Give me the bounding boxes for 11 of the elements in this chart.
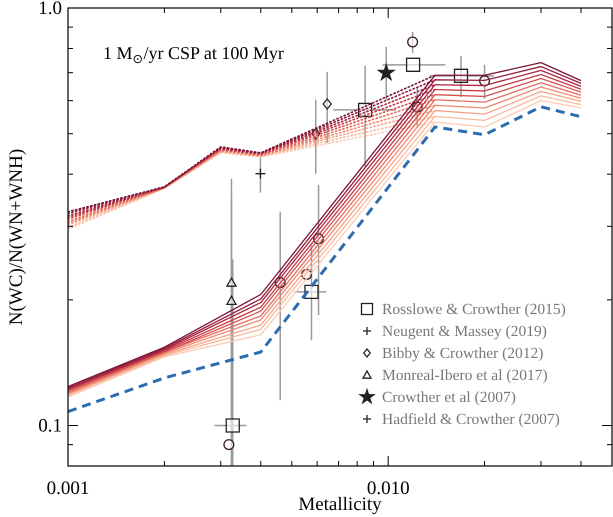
y-axis-title: N(WC)/N(WN+WNH) [6, 148, 27, 326]
y-tick-label: 0.1 [38, 416, 62, 437]
y-tick-label: 1.0 [38, 0, 62, 19]
legend-label: Bibby & Crowther (2012) [382, 345, 544, 362]
legend-label: Crowther et al (2007) [382, 389, 516, 406]
x-tick-label: 0.001 [46, 478, 90, 499]
legend-label: Neugent & Massey (2019) [382, 323, 547, 340]
legend-label: Rosslowe & Crowther (2015) [382, 301, 566, 318]
annotation: 1 M$_{⊙}$/yr CSP at 100 Myr [103, 43, 284, 66]
legend-label: Hadfield & Crowther (2007) [382, 411, 560, 428]
legend-label: Monreal-Ibero et al (2017) [382, 367, 548, 384]
